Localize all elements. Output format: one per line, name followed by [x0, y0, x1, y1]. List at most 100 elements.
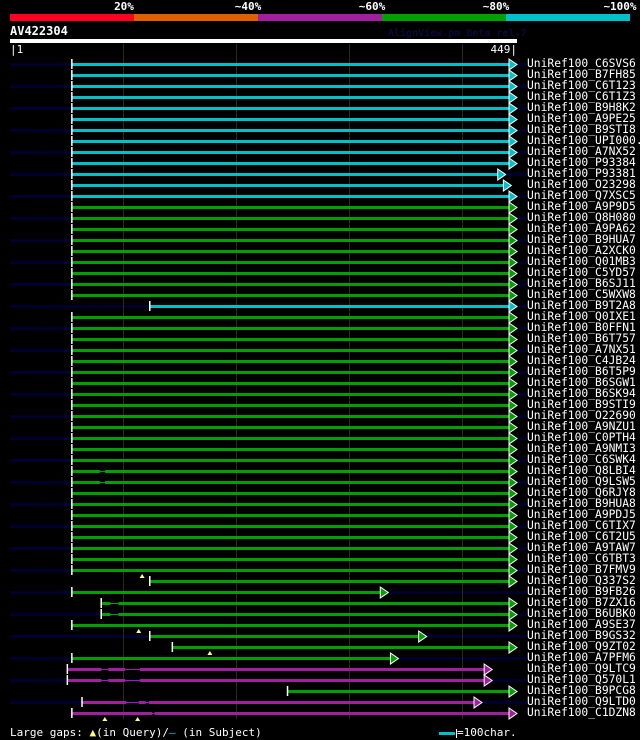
hit-label[interactable]: UniRef100_A9TAW7 — [527, 541, 636, 554]
alignment-end-arrow-icon — [508, 234, 518, 247]
hit-label[interactable]: UniRef100_A9SE37 — [527, 618, 636, 631]
hit-label[interactable]: UniRef100_B7FMV9 — [527, 563, 636, 576]
legend-label: 20% — [114, 0, 134, 13]
gridline — [236, 44, 237, 719]
hit-label[interactable]: UniRef100_Q9LSW5 — [527, 475, 636, 488]
alignment-start-tick — [71, 708, 73, 718]
alignment-bar — [72, 371, 511, 374]
subject-gap-line — [126, 702, 139, 703]
alignment-start-tick — [71, 444, 73, 454]
hit-label[interactable]: UniRef100_UPI000.. — [527, 134, 640, 147]
hit-label[interactable]: UniRef100_Q0IXE1 — [527, 310, 636, 323]
hit-label[interactable]: UniRef100_B6UBK0 — [527, 607, 636, 620]
hit-label[interactable]: UniRef100_A7NX51 — [527, 343, 636, 356]
hit-label[interactable]: UniRef100_O23298 — [527, 178, 636, 191]
alignment-start-tick — [71, 323, 73, 333]
alignment-start-tick — [71, 499, 73, 509]
hit-label[interactable]: UniRef100_Q01MB3 — [527, 255, 636, 268]
hit-label[interactable]: UniRef100_B6SGW1 — [527, 376, 636, 389]
alignment-start-tick — [149, 631, 151, 641]
alignment-bar — [72, 96, 511, 99]
hit-label[interactable]: UniRef100_B9FB26 — [527, 585, 636, 598]
hit-label[interactable]: UniRef100_Q337S2 — [527, 574, 636, 587]
hit-label[interactable]: UniRef100_A9P9D5 — [527, 200, 636, 213]
hit-label[interactable]: UniRef100_O22690 — [527, 409, 636, 422]
alignment-bar — [154, 712, 511, 715]
hit-label[interactable]: UniRef100_B6SJ11 — [527, 277, 636, 290]
hit-label[interactable]: UniRef100_A2XCK0 — [527, 244, 636, 257]
hit-label[interactable]: UniRef100_P93381 — [527, 167, 636, 180]
alignment-end-arrow-icon — [508, 465, 518, 478]
hit-label[interactable]: UniRef100_B7ZX16 — [527, 596, 636, 609]
hit-label[interactable]: UniRef100_B9GS32 — [527, 629, 636, 642]
hit-label[interactable]: UniRef100_Q7XSC5 — [527, 189, 636, 202]
hit-label[interactable]: UniRef100_B9H8K2 — [527, 101, 636, 114]
watermark: AlignView.pm Beta rel.7 — [388, 28, 527, 39]
hit-label[interactable]: UniRef100_A9PDJ5 — [527, 508, 636, 521]
hit-label[interactable]: UniRef100_C0PTH4 — [527, 431, 636, 444]
hit-label[interactable]: UniRef100_B9T2A8 — [527, 299, 636, 312]
alignment-end-arrow-icon — [508, 201, 518, 214]
hit-label[interactable]: UniRef100_C1DZN8 — [527, 706, 636, 719]
hit-label[interactable]: UniRef100_Q9LTD0 — [527, 695, 636, 708]
hit-label[interactable]: UniRef100_C4JB24 — [527, 354, 636, 367]
hit-label[interactable]: UniRef100_Q6RJY8 — [527, 486, 636, 499]
hit-label[interactable]: UniRef100_B6T5P9 — [527, 365, 636, 378]
hit-label[interactable]: UniRef100_P93384 — [527, 156, 636, 169]
alignment-start-tick — [71, 554, 73, 564]
subject-gap-line — [145, 702, 149, 703]
alignment-bar — [72, 173, 500, 176]
alignment-start-tick — [71, 488, 73, 498]
alignment-bar — [72, 426, 511, 429]
alignment-end-arrow-icon — [508, 113, 518, 126]
hit-label[interactable]: UniRef100_C6SWK4 — [527, 453, 636, 466]
hit-label[interactable]: UniRef100_A9PA62 — [527, 222, 636, 235]
hit-label[interactable]: UniRef100_A7NX52 — [527, 145, 636, 158]
hit-label[interactable]: UniRef100_Q9ZT02 — [527, 640, 636, 653]
alignment-bar — [72, 250, 511, 253]
query-gap-marker-icon — [136, 629, 142, 633]
subject-gap-line — [100, 482, 105, 483]
alignment-end-arrow-icon — [508, 333, 518, 346]
hit-label[interactable]: UniRef100_B9STI8 — [527, 123, 636, 136]
query-end-tick: 449| — [490, 43, 518, 56]
alignment-bar — [72, 327, 511, 330]
hit-label[interactable]: UniRef100_C5WXW8 — [527, 288, 636, 301]
hit-label[interactable]: UniRef100_A9NMI3 — [527, 442, 636, 455]
hit-label[interactable]: UniRef100_A9PE25 — [527, 112, 636, 125]
hit-label[interactable]: UniRef100_Q9LTC9 — [527, 662, 636, 675]
hit-label[interactable]: UniRef100_A7PFM6 — [527, 651, 636, 664]
hit-label[interactable]: UniRef100_C5YD57 — [527, 266, 636, 279]
hit-label[interactable]: UniRef100_B9PCG8 — [527, 684, 636, 697]
hit-label[interactable]: UniRef100_B9HUA7 — [527, 233, 636, 246]
hit-label[interactable]: UniRef100_B9HUA8 — [527, 497, 636, 510]
hit-label[interactable]: UniRef100_A9NZU1 — [527, 420, 636, 433]
alignment-bar — [72, 118, 511, 121]
alignment-bar — [72, 624, 511, 627]
alignment-bar — [118, 602, 512, 605]
hit-label[interactable]: UniRef100_C6T1Z3 — [527, 90, 636, 103]
alignment-bar — [72, 470, 101, 473]
hit-label[interactable]: UniRef100_C6T123 — [527, 79, 636, 92]
alignment-start-tick — [71, 147, 73, 157]
hit-label[interactable]: UniRef100_C6SVS6 — [527, 57, 636, 70]
alignment-start-tick — [71, 587, 73, 597]
hit-label[interactable]: UniRef100_B0FFN1 — [527, 321, 636, 334]
hit-label[interactable]: UniRef100_B7FH85 — [527, 68, 636, 81]
hit-label[interactable]: UniRef100_Q8H080 — [527, 211, 636, 224]
alignment-start-tick — [71, 290, 73, 300]
hit-label[interactable]: UniRef100_B6SK94 — [527, 387, 636, 400]
legend-label: ~60% — [358, 0, 386, 13]
hit-label[interactable]: UniRef100_C6TBT3 — [527, 552, 636, 565]
alignment-start-tick — [71, 411, 73, 421]
query-gap-marker-icon — [102, 717, 108, 721]
hit-label[interactable]: UniRef100_Q570L1 — [527, 673, 636, 686]
subject-gap-line — [100, 471, 105, 472]
legend-swatch — [258, 14, 382, 21]
hit-label[interactable]: UniRef100_B6T757 — [527, 332, 636, 345]
alignment-start-tick — [71, 620, 73, 630]
hit-label[interactable]: UniRef100_C6TIX7 — [527, 519, 636, 532]
hit-label[interactable]: UniRef100_C6T2U5 — [527, 530, 636, 543]
hit-label[interactable]: UniRef100_Q8LBI4 — [527, 464, 636, 477]
hit-label[interactable]: UniRef100_B9STI9 — [527, 398, 636, 411]
